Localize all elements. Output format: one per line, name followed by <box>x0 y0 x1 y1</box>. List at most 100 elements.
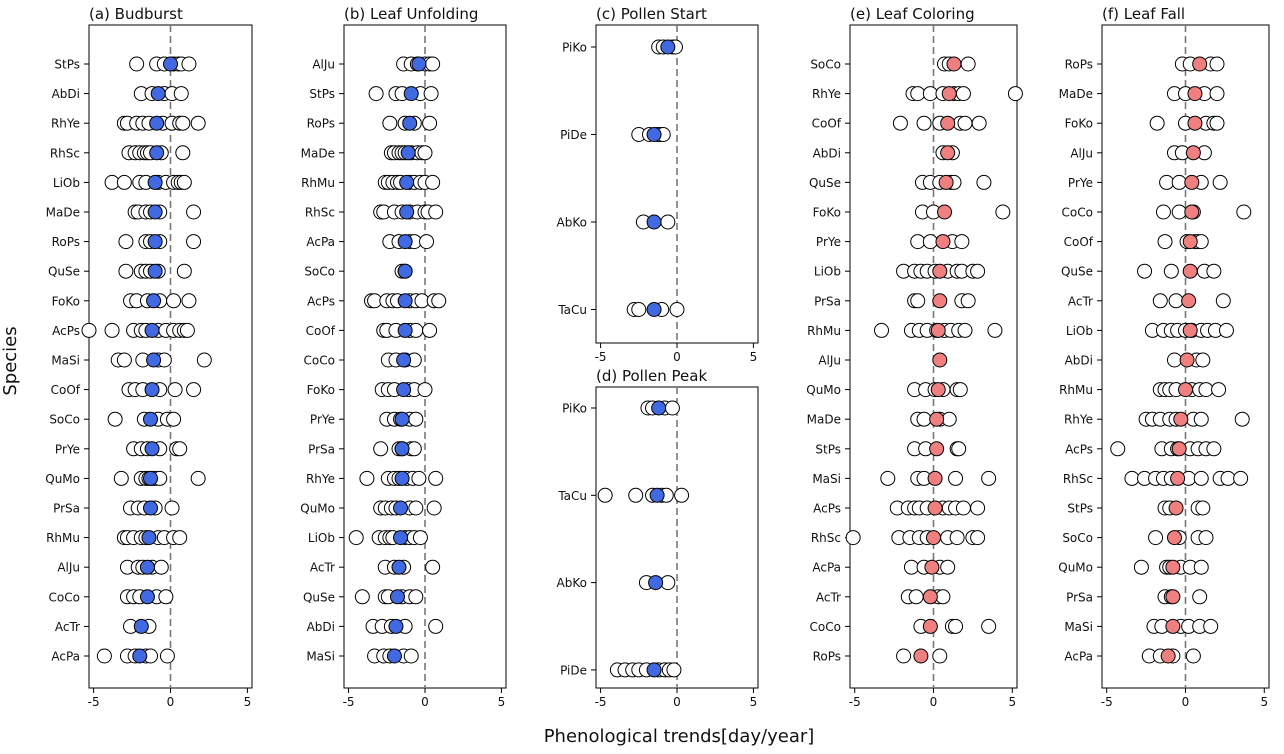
site-trend-point <box>674 487 690 503</box>
species-label: MaDe <box>807 413 841 427</box>
species-mean-point <box>922 589 938 605</box>
site-trend-point <box>186 382 202 398</box>
x-tick-label: -5 <box>88 695 100 709</box>
site-trend-point <box>1211 382 1227 398</box>
site-trend-point <box>116 352 132 368</box>
species-mean-point <box>1184 204 1200 220</box>
species-mean-point <box>932 263 948 279</box>
species-mean-point <box>940 115 956 131</box>
species-label: AcTr <box>310 561 335 575</box>
species-mean-point <box>930 382 946 398</box>
site-trend-point <box>597 487 613 503</box>
site-trend-point <box>660 214 676 230</box>
site-trend-point <box>158 589 174 605</box>
site-trend-point <box>1171 204 1187 220</box>
species-label: RhYe <box>1064 413 1093 427</box>
x-tick-label: 5 <box>1008 695 1016 709</box>
site-trend-point <box>1133 559 1149 575</box>
site-trend-point <box>948 618 964 634</box>
species-label: RhSc <box>305 206 335 220</box>
species-mean-point <box>922 618 938 634</box>
species-mean-point <box>1168 500 1184 516</box>
species-mean-point <box>1160 648 1176 664</box>
species-mean-point <box>139 589 155 605</box>
site-trend-point <box>159 648 175 664</box>
species-label: QuSe <box>809 176 841 190</box>
site-trend-point <box>373 441 389 457</box>
species-mean-point <box>394 441 410 457</box>
species-label: PrYe <box>816 235 841 249</box>
species-label: AlJu <box>312 58 335 72</box>
species-mean-point <box>397 263 413 279</box>
species-label: FoKo <box>813 206 841 220</box>
site-trend-point <box>664 400 680 416</box>
site-trend-point <box>903 559 919 575</box>
site-trend-point <box>113 470 129 486</box>
species-label: RhSc <box>1063 472 1093 486</box>
species-mean-point <box>935 234 951 250</box>
site-trend-point <box>175 115 191 131</box>
site-trend-point <box>107 411 123 427</box>
species-label: RhSc <box>50 146 80 160</box>
species-mean-point <box>646 302 662 317</box>
species-mean-point <box>402 115 418 131</box>
site-trend-point <box>172 530 188 546</box>
site-trend-point <box>932 648 948 664</box>
site-trend-point <box>403 648 419 664</box>
species-mean-point <box>660 39 676 55</box>
species-mean-point <box>1165 589 1181 605</box>
species-label: AlJu <box>818 354 841 368</box>
species-label: PrYe <box>1068 176 1093 190</box>
species-mean-point <box>1187 115 1203 131</box>
site-trend-point <box>408 589 424 605</box>
site-trend-point <box>1209 86 1225 102</box>
x-tick-label: -5 <box>1101 695 1113 709</box>
site-trend-point <box>417 382 433 398</box>
species-label: AcPs <box>307 294 335 308</box>
species-label: FoKo <box>307 383 335 397</box>
species-mean-point <box>403 86 419 102</box>
panel-title: (a) Budburst <box>89 5 183 23</box>
site-trend-point <box>1195 352 1211 368</box>
species-mean-point <box>940 145 956 161</box>
site-trend-point <box>412 530 428 546</box>
site-trend-point <box>1234 411 1250 427</box>
species-label: LiOb <box>1066 324 1093 338</box>
site-trend-point <box>426 500 442 516</box>
species-label: MaSi <box>1064 620 1093 634</box>
species-label: RhMu <box>1059 383 1093 397</box>
species-mean-point <box>924 559 940 575</box>
site-trend-point <box>166 411 182 427</box>
species-mean-point <box>932 293 948 309</box>
x-tick-label: 5 <box>750 695 758 709</box>
species-label: LiOb <box>308 531 335 545</box>
site-trend-point <box>408 411 424 427</box>
species-mean-point <box>143 411 159 427</box>
site-trend-point <box>1171 174 1187 190</box>
species-mean-point <box>139 559 155 575</box>
site-trend-point <box>419 234 435 250</box>
species-mean-point <box>651 400 667 416</box>
species-label: LiOb <box>53 176 80 190</box>
species-mean-point <box>396 382 412 398</box>
species-label: SoCo <box>1062 531 1093 545</box>
panel-5: (f) Leaf Fall -5 0 5 RoPs MaDe FoKo AlJu PrYe CoC… <box>1058 5 1270 709</box>
species-label: QuSe <box>48 265 80 279</box>
site-trend-point <box>1209 56 1225 72</box>
species-label: TaCu <box>557 303 587 317</box>
species-mean-point <box>646 214 662 230</box>
species-mean-point <box>394 411 410 427</box>
species-label: AlJu <box>1070 146 1093 160</box>
species-mean-point <box>411 56 427 72</box>
species-label: RhYe <box>812 87 841 101</box>
site-trend-point <box>970 263 986 279</box>
species-label: PiKo <box>562 41 587 55</box>
species-mean-point <box>941 86 957 102</box>
site-trend-point <box>1218 322 1234 338</box>
species-mean-point <box>147 174 163 190</box>
species-mean-point <box>150 86 166 102</box>
site-trend-point <box>153 559 169 575</box>
species-label: TaCu <box>557 489 587 503</box>
species-mean-point <box>1166 530 1182 546</box>
species-label: PrSa <box>308 442 335 456</box>
